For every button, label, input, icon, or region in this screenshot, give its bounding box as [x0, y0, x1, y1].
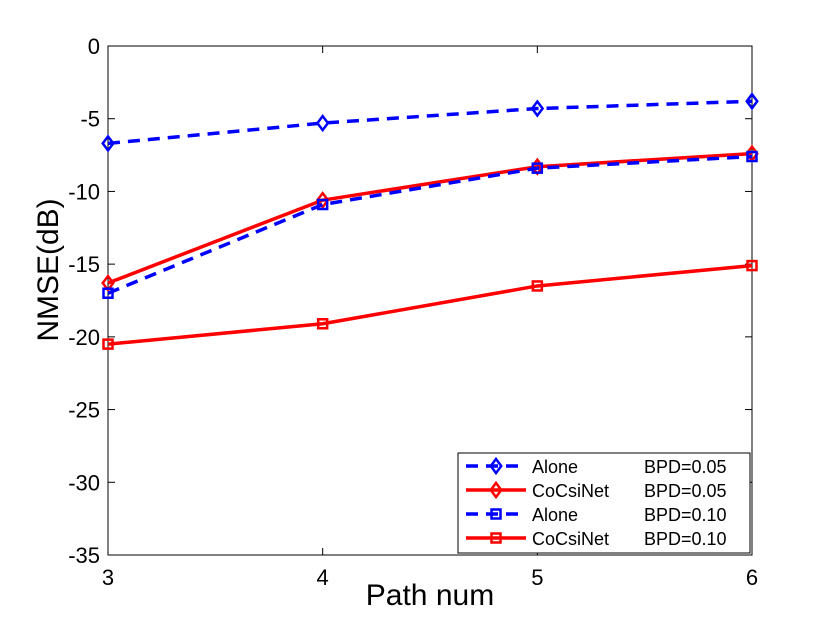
legend-bpd-label: BPD=0.05: [644, 481, 727, 501]
data-point: [316, 318, 329, 330]
series-0: [101, 92, 759, 153]
data-point: [530, 99, 545, 118]
x-tick-label: 4: [317, 565, 329, 590]
data-point: [745, 92, 759, 111]
data-point: [101, 273, 115, 293]
legend: Alone BPD=0.05 CoCsiNet BPD=0.05 Alone BPD=0.…: [457, 452, 751, 554]
data-point: [531, 280, 544, 292]
legend-series-name: Alone: [532, 457, 578, 477]
legend-series-name: CoCsiNet: [532, 481, 609, 501]
legend-series-name: CoCsiNet: [532, 529, 609, 549]
y-tick-label: -20: [68, 325, 100, 350]
data-point: [746, 150, 758, 163]
x-axis: 3 4 5 6: [102, 46, 758, 590]
legend-bpd-label: BPD=0.10: [644, 529, 727, 549]
legend-bpd-label: BPD=0.10: [644, 505, 727, 525]
x-tick-label: 6: [746, 565, 758, 590]
y-tick-label: -5: [80, 107, 100, 132]
series-line: [107, 263, 753, 346]
y-axis: 0 -5 -10 -15 -20 -25 -30 -35: [68, 34, 752, 568]
legend-item: Alone BPD=0.05: [466, 456, 727, 477]
series-layer: [101, 92, 759, 350]
y-tick-label: -10: [68, 179, 100, 204]
series-line: [107, 99, 753, 146]
legend-item: CoCsiNet BPD=0.05: [466, 480, 727, 501]
y-tick-label: -15: [68, 252, 100, 277]
data-point: [531, 162, 544, 174]
data-point: [101, 134, 115, 153]
legend-bpd-label: BPD=0.05: [644, 457, 727, 477]
series-3: [102, 259, 758, 350]
data-point: [316, 198, 329, 211]
y-axis-title: NMSE(dB): [32, 198, 65, 341]
data-point: [315, 191, 330, 210]
data-point: [746, 259, 758, 272]
y-tick-label: -35: [68, 543, 100, 568]
legend-item: Alone BPD=0.10: [466, 505, 727, 525]
legend-marker: [489, 480, 503, 500]
y-tick-label: 0: [88, 34, 100, 59]
legend-marker: [490, 532, 502, 544]
x-tick-label: 5: [531, 565, 543, 590]
data-point: [315, 113, 330, 133]
legend-series-name: Alone: [532, 505, 578, 525]
series-line: [107, 154, 753, 295]
series-2: [102, 150, 758, 299]
series-line: [107, 151, 753, 285]
data-point: [102, 287, 114, 299]
y-tick-label: -30: [68, 470, 100, 495]
x-tick-label: 3: [102, 565, 114, 590]
x-axis-title: Path num: [366, 579, 494, 612]
legend-item: CoCsiNet BPD=0.10: [466, 529, 727, 549]
y-tick-label: -25: [68, 398, 100, 423]
legend-marker: [490, 508, 502, 520]
data-point: [102, 338, 114, 350]
legend-marker: [489, 456, 503, 476]
